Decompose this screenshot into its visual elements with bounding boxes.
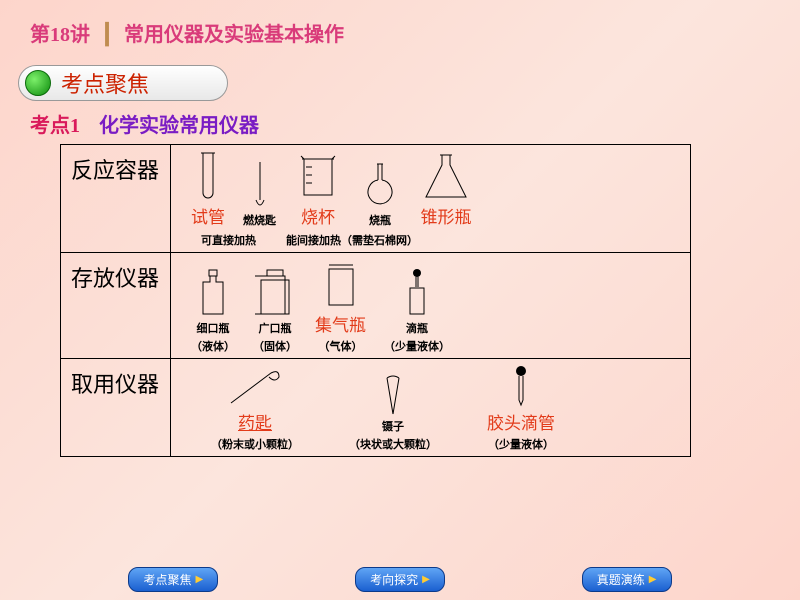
item-label: 烧杯 <box>301 203 335 228</box>
row-label: 反应容器 <box>61 145 171 253</box>
narrow-bottle-icon: 细口瓶 （液体） <box>191 268 235 354</box>
heating-right: 能间接加热（需垫石棉网） <box>286 232 418 248</box>
row-label: 存放仪器 <box>61 253 171 359</box>
item-label: 胶头滴管 <box>487 409 555 434</box>
nav-button-practice[interactable]: 真题演练 <box>582 567 672 592</box>
combustion-spoon-icon: 燃烧匙 <box>243 160 276 228</box>
item-label: 锥形瓶 <box>421 203 472 228</box>
row-cell: 药匙 （粉末或小颗粒） 镊子 （块状或大颗粒） 胶头滴管 （少量液体） <box>171 359 691 457</box>
item-note: （液体） <box>191 338 235 354</box>
item-note: （气体） <box>319 338 363 354</box>
header-separator: ┃ <box>101 24 113 46</box>
table-row: 存放仪器 细口瓶 （液体） 广口瓶 （固体） 集气瓶 （气体） <box>61 253 691 359</box>
item-label: 药匙 <box>238 409 272 434</box>
table-row: 反应容器 试管 燃烧匙 烧杯 烧瓶 <box>61 145 691 253</box>
item-label: 广口瓶 <box>259 320 292 336</box>
dropper-bottle-icon: 滴瓶 （少量液体） <box>384 268 450 354</box>
item-label: 燃烧匙 <box>243 212 276 228</box>
topic-title: 化学实验常用仪器 <box>99 115 259 137</box>
tweezers-icon: 镊子 （块状或大颗粒） <box>349 374 437 452</box>
item-label: 烧瓶 <box>369 212 391 228</box>
item-note: （块状或大颗粒） <box>349 436 437 452</box>
item-note: （固体） <box>253 338 297 354</box>
lesson-number: 第18讲 <box>30 24 90 46</box>
beaker-icon: 烧杯 <box>294 151 342 228</box>
item-label: 细口瓶 <box>197 320 230 336</box>
item-label: 镊子 <box>382 418 404 434</box>
conical-flask-icon: 锥形瓶 <box>418 151 474 228</box>
bottom-nav: 考点聚焦 考向探究 真题演练 <box>0 567 800 592</box>
row-cell: 细口瓶 （液体） 广口瓶 （固体） 集气瓶 （气体） 滴瓶 （少量液体） <box>171 253 691 359</box>
item-label: 集气瓶 <box>315 311 366 336</box>
topic-number: 考点1 <box>30 115 80 137</box>
item-note: （粉末或小颗粒） <box>211 436 299 452</box>
spoon-icon: 药匙 （粉末或小颗粒） <box>211 365 299 452</box>
nav-button-explore[interactable]: 考向探究 <box>355 567 445 592</box>
heating-note: 可直接加热 能间接加热（需垫石棉网） <box>181 230 680 248</box>
focus-pill: 考点聚焦 <box>18 65 228 101</box>
topic-heading: 考点1 化学实验常用仪器 <box>30 109 800 138</box>
round-flask-icon: 烧瓶 <box>360 160 400 228</box>
item-note: （少量液体） <box>384 338 450 354</box>
lesson-title: 常用仪器及实验基本操作 <box>124 24 344 46</box>
item-label: 滴瓶 <box>406 320 428 336</box>
lesson-header: 第18讲 ┃ 常用仪器及实验基本操作 <box>0 0 800 47</box>
table-row: 取用仪器 药匙 （粉末或小颗粒） 镊子 （块状或大颗粒） 胶头滴管 （少量液体） <box>61 359 691 457</box>
test-tube-icon: 试管 <box>191 151 225 228</box>
item-note: （少量液体） <box>488 436 554 452</box>
item-label: 试管 <box>191 203 225 228</box>
row-cell: 试管 燃烧匙 烧杯 烧瓶 锥形瓶 <box>171 145 691 253</box>
wide-bottle-icon: 广口瓶 （固体） <box>253 268 297 354</box>
row-label: 取用仪器 <box>61 359 171 457</box>
focus-label: 考点聚焦 <box>61 67 149 99</box>
dropper-icon: 胶头滴管 （少量液体） <box>487 365 555 452</box>
gas-bottle-icon: 集气瓶 （气体） <box>315 259 366 354</box>
green-dot-icon <box>25 70 51 96</box>
instrument-table: 反应容器 试管 燃烧匙 烧杯 烧瓶 <box>60 144 691 457</box>
nav-button-focus[interactable]: 考点聚焦 <box>128 567 218 592</box>
heating-left: 可直接加热 <box>201 232 256 248</box>
